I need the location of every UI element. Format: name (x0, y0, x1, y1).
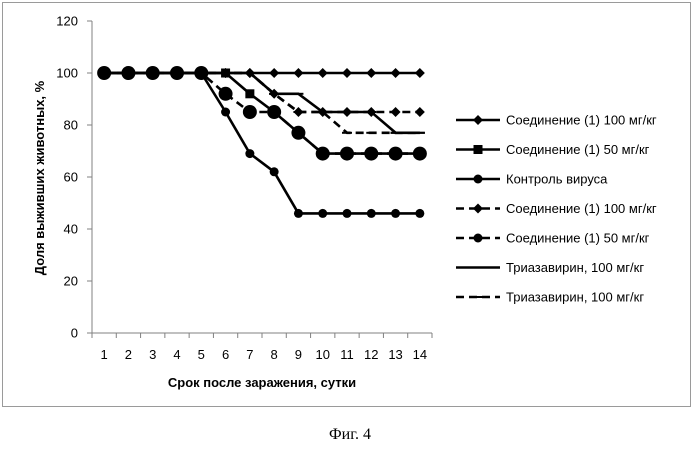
x-tick-label: 1 (101, 347, 108, 362)
y-axis-title: Доля выживших животных, % (32, 80, 47, 275)
data-point (413, 147, 427, 161)
legend-entry: Триазавирин, 100 мг/кг (456, 260, 644, 275)
x-tick-label: 7 (246, 347, 253, 362)
legend-label: Триазавирин, 100 мг/кг (506, 290, 644, 305)
legend: Соединение (1) 100 мг/кг Соединение (1) 5… (456, 113, 657, 305)
data-point (391, 68, 401, 78)
legend-label: Триазавирин, 100 мг/кг (506, 260, 644, 275)
data-point (391, 107, 401, 117)
legend-marker (473, 115, 483, 125)
data-point (343, 209, 352, 218)
figure-caption: Фиг. 4 (0, 426, 700, 444)
data-point (415, 107, 425, 117)
x-tick-label: 12 (364, 347, 378, 362)
legend-entry: Контроль вируса (456, 172, 608, 187)
legend-label: Соединение (1) 100 мг/кг (506, 113, 657, 128)
y-tick-label: 20 (64, 274, 78, 289)
axes (87, 21, 432, 338)
legend-entry: Триазавирин, 100 мг/кг (456, 290, 644, 305)
data-point (291, 126, 305, 140)
data-point (269, 68, 279, 78)
legend-marker (474, 175, 483, 184)
y-tick-label: 100 (56, 66, 78, 81)
legend-marker (474, 145, 483, 154)
series-layer (97, 66, 427, 218)
legend-label: Контроль вируса (506, 172, 608, 187)
x-tick-label: 3 (149, 347, 156, 362)
series-line (104, 73, 420, 213)
y-tick-label: 0 (71, 326, 78, 341)
data-point (364, 147, 378, 161)
legend-label: Соединение (1) 100 мг/кг (506, 201, 657, 216)
data-point (367, 209, 376, 218)
legend-entry: Соединение (1) 100 мг/кг (456, 201, 657, 216)
y-tick-label: 80 (64, 118, 78, 133)
legend-entry: Соединение (1) 50 мг/кг (456, 142, 650, 157)
series-3 (100, 69, 425, 218)
x-tick-label: 10 (315, 347, 329, 362)
x-tick-label: 2 (125, 347, 132, 362)
x-tick-label: 9 (295, 347, 302, 362)
data-point (245, 149, 254, 158)
data-point (415, 68, 425, 78)
legend-entry: Соединение (1) 50 мг/кг (456, 231, 650, 246)
y-tick-label: 60 (64, 170, 78, 185)
data-point (415, 209, 424, 218)
data-point (340, 147, 354, 161)
x-axis-title: Срок после заражения, сутки (168, 375, 356, 390)
data-point (391, 209, 400, 218)
data-point (316, 147, 330, 161)
x-tick-label: 6 (222, 347, 229, 362)
data-point (294, 209, 303, 218)
x-tick-label: 13 (388, 347, 402, 362)
legend-marker (474, 234, 483, 243)
x-tick-label: 4 (173, 347, 180, 362)
legend-label: Соединение (1) 50 мг/кг (506, 142, 650, 157)
data-point (267, 105, 281, 119)
data-point (342, 68, 352, 78)
x-tick-label: 14 (413, 347, 427, 362)
data-point (318, 209, 327, 218)
data-point (219, 87, 233, 101)
y-tick-label: 40 (64, 222, 78, 237)
x-tick-label: 8 (271, 347, 278, 362)
data-point (243, 105, 257, 119)
legend-marker (473, 204, 483, 214)
data-point (318, 68, 328, 78)
x-tick-label: 11 (340, 347, 354, 362)
data-point (221, 108, 230, 117)
legend-entry: Соединение (1) 100 мг/кг (456, 113, 657, 128)
legend-label: Соединение (1) 50 мг/кг (506, 231, 650, 246)
data-point (270, 167, 279, 176)
x-tick-label: 5 (198, 347, 205, 362)
data-point (389, 147, 403, 161)
data-point (245, 89, 254, 98)
y-tick-label: 120 (56, 14, 78, 29)
data-point (366, 68, 376, 78)
tick-labels: 0204060801001201234567891011121314 (56, 14, 427, 363)
data-point (293, 68, 303, 78)
